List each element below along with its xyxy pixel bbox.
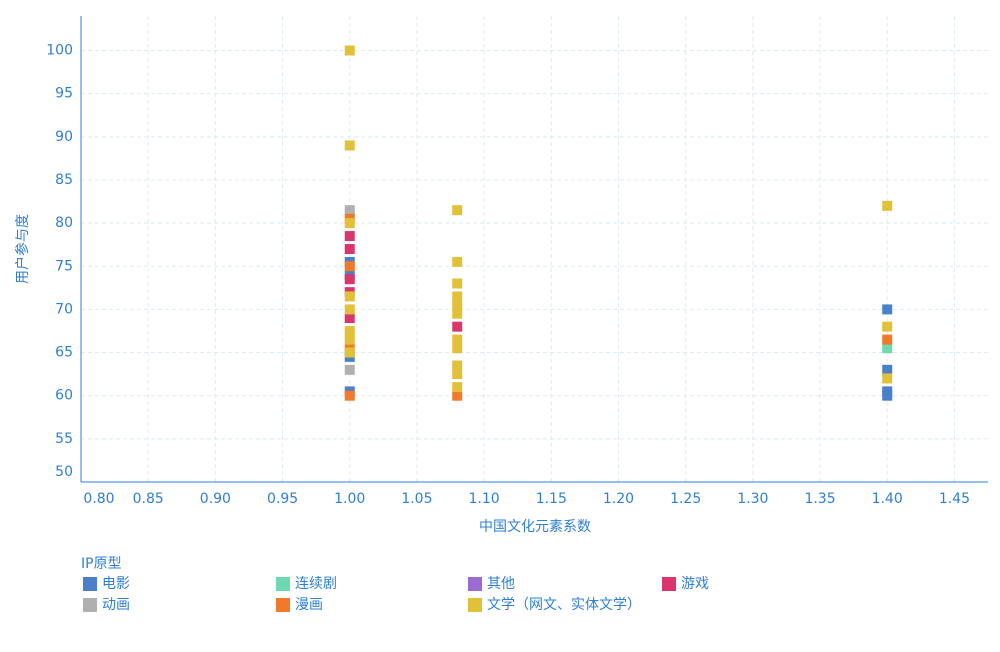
point [882,343,893,354]
point [882,304,893,315]
legend-swatch [83,577,97,591]
y-tick-label: 75 [55,258,73,274]
point [344,291,355,302]
point [452,308,463,319]
x-tick-label: 1.35 [804,491,835,507]
y-tick-label: 65 [55,345,73,361]
point [452,369,463,380]
point [882,200,893,211]
legend-label: 漫画 [295,597,323,613]
point [344,313,355,324]
x-tick-label: 1.40 [872,491,903,507]
legend-label: 连续剧 [295,575,337,592]
legend-swatch [662,577,676,591]
x-tick-label: 1.20 [603,491,634,507]
y-tick-label: 70 [55,301,73,317]
point [344,334,355,345]
x-axis-label: 中国文化元素系数 [479,519,591,535]
legend-swatch [83,598,97,612]
x-tick-label: 1.45 [939,491,970,507]
x-tick-label: 0.80 [83,491,114,507]
y-tick-label: 85 [55,172,73,188]
point [452,321,463,332]
y-tick-label: 50 [55,464,73,480]
legend-label: 其他 [487,576,515,592]
x-tick-label: 1.30 [737,491,768,507]
point [452,278,463,289]
point [452,334,463,345]
y-tick-label: 90 [55,129,73,145]
point [882,373,893,384]
x-tick-label: 1.25 [670,491,701,507]
point [344,218,355,229]
legend-label: 动画 [102,597,130,613]
point [344,244,355,254]
point [344,347,355,358]
point [452,300,463,311]
y-tick-label: 95 [55,86,73,102]
point [882,364,893,375]
point [452,291,463,302]
y-axis-label: 用户参与度 [14,214,31,284]
point [344,205,355,216]
x-tick-label: 1.15 [536,491,567,507]
point [344,390,355,401]
point [344,304,355,315]
point [344,364,355,375]
point [882,390,893,401]
point [344,140,355,151]
x-tick-label: 1.00 [334,491,365,507]
point [452,382,463,393]
point [344,231,355,242]
point [452,360,463,371]
legend-label: 游戏 [681,576,709,592]
legend-label: 文学（网文、实体文学） [487,597,641,613]
y-tick-label: 60 [55,388,73,404]
point [452,205,463,216]
x-tick-label: 0.90 [200,491,231,507]
legend-label: 电影 [102,576,130,592]
legend-title: IP原型 [81,556,122,572]
point [882,334,893,345]
x-tick-label: 0.85 [133,491,164,507]
legend-swatch [468,598,482,612]
legend-swatch [468,577,482,591]
legend-swatch [276,577,290,591]
point [344,325,355,336]
y-tick-label: 100 [46,43,73,59]
point [452,256,463,267]
point [452,390,463,401]
y-tick-label: 55 [55,431,73,447]
point [344,274,355,285]
point [344,261,355,272]
point [882,321,893,332]
x-tick-label: 1.10 [469,491,500,507]
x-tick-label: 1.05 [401,491,432,507]
legend-swatch [276,598,290,612]
point [344,45,355,56]
y-tick-label: 80 [55,215,73,231]
x-tick-label: 0.95 [267,491,298,507]
point [452,343,463,354]
